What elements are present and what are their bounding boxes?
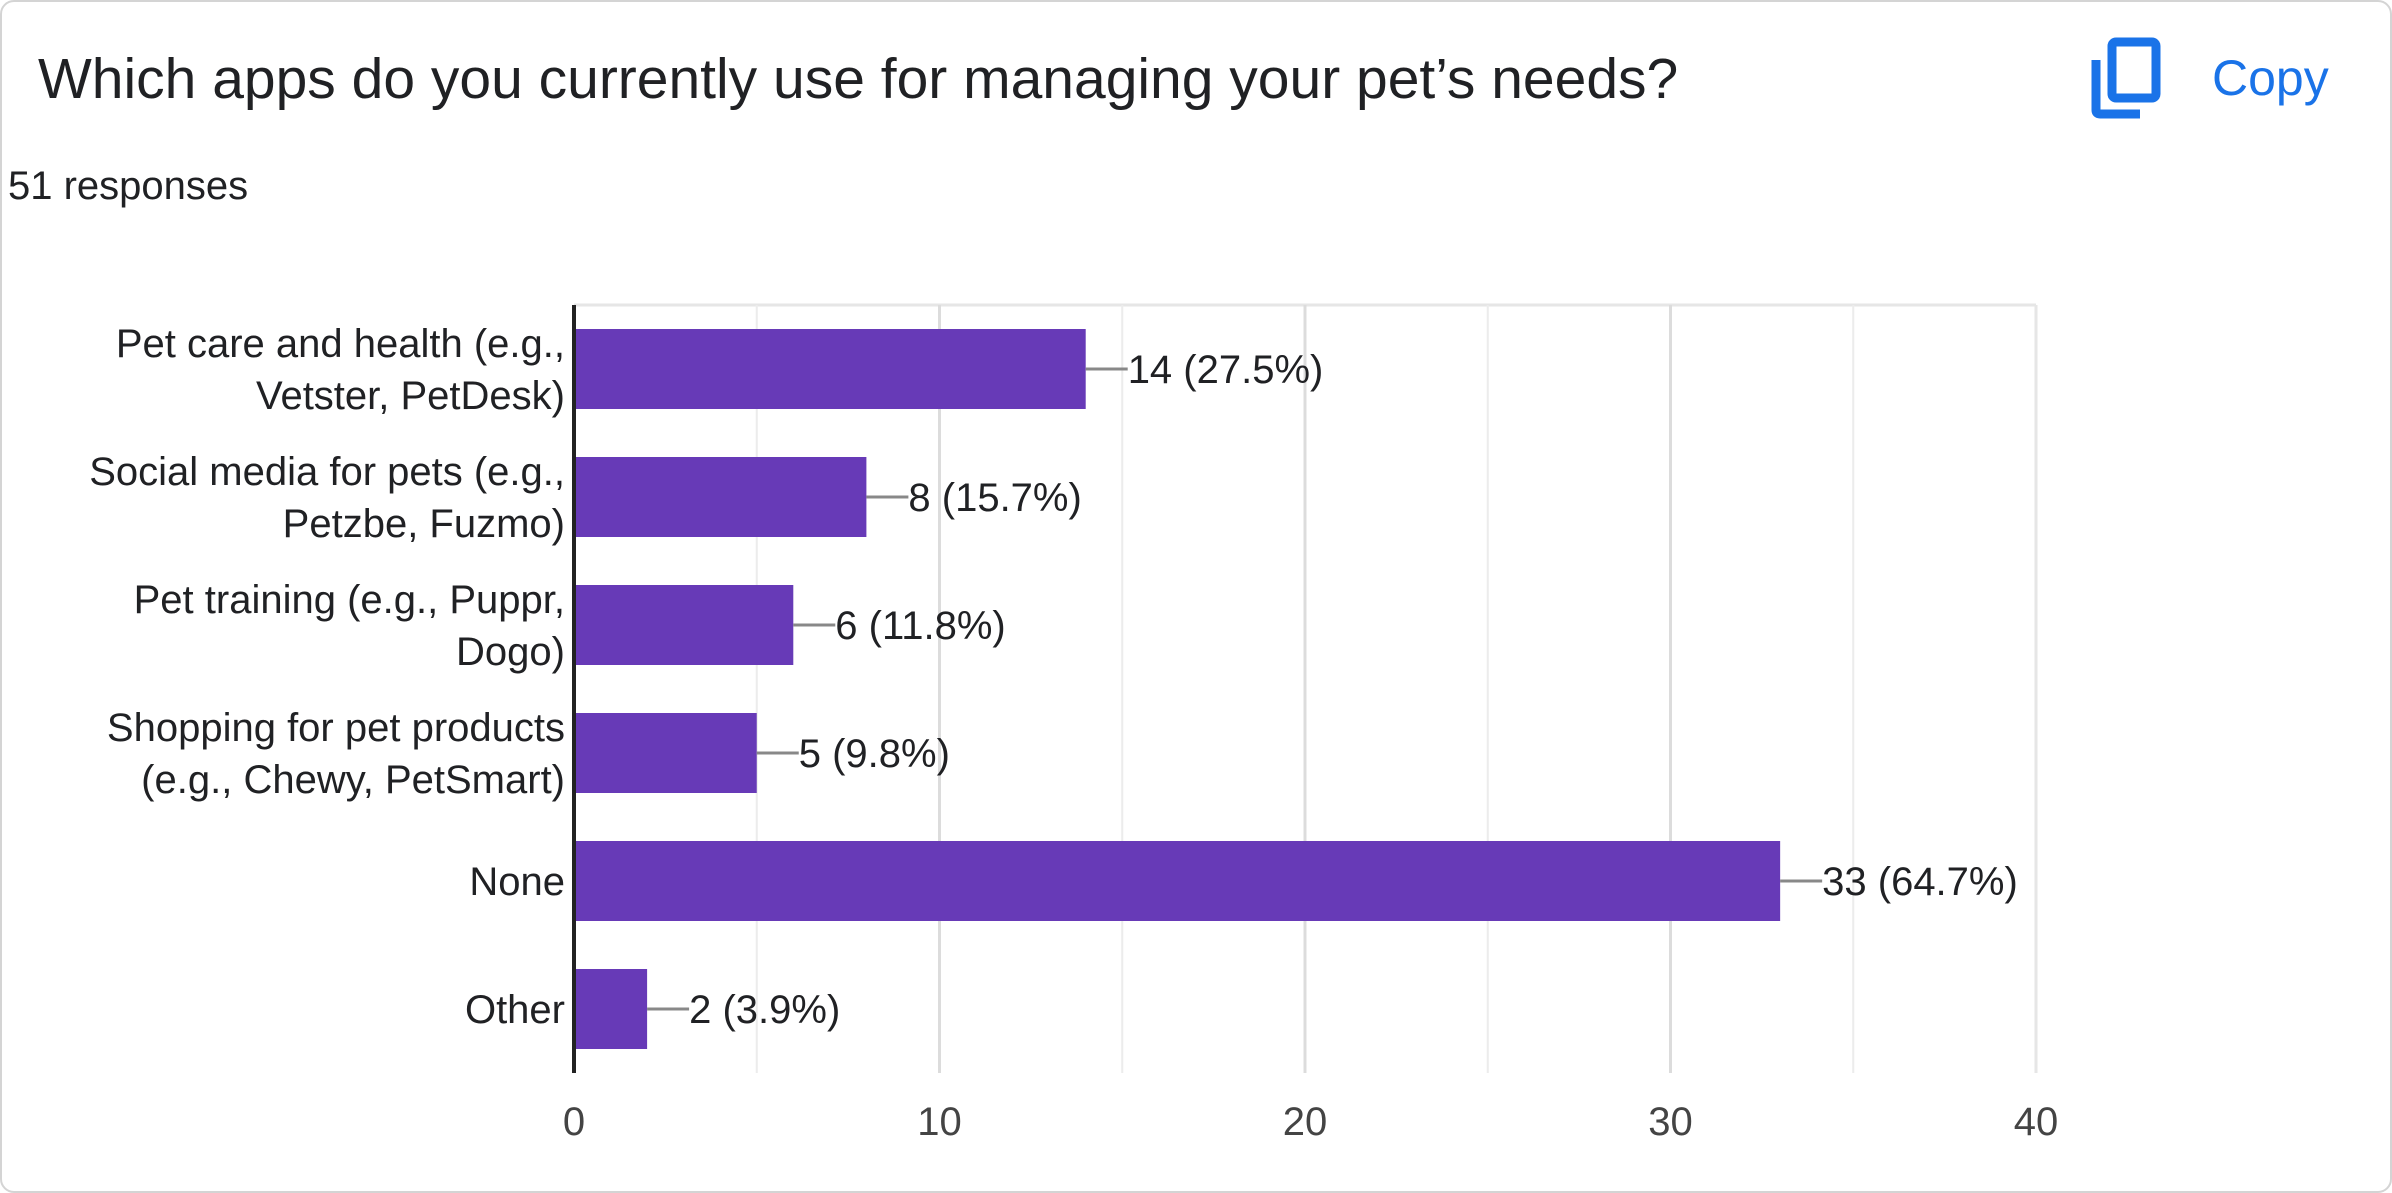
- category-label-line: Social media for pets (e.g.,: [89, 450, 565, 494]
- grid-lines: [574, 303, 2038, 1073]
- response-count: 51 responses: [8, 164, 249, 208]
- value-label: 6 (11.8%): [835, 604, 1005, 648]
- x-tick-label: 40: [2014, 1100, 2059, 1144]
- bar: [574, 329, 1086, 409]
- bar: [574, 585, 794, 665]
- category-label-line: None: [469, 860, 565, 904]
- category-label: Other: [465, 988, 565, 1032]
- category-label: Shopping for pet products (e.g., Chewy, P…: [107, 706, 565, 802]
- bar: [574, 969, 648, 1049]
- category-label: None: [469, 860, 565, 904]
- value-label: 33 (64.7%): [1822, 860, 2018, 904]
- bars: [572, 305, 1823, 1073]
- labels: 0 10 20 30 40 14 (27.5%) Pet care and health (…: [89, 322, 2058, 1144]
- bar: [574, 713, 757, 793]
- category-label-line: Pet care and health (e.g.,: [116, 322, 565, 366]
- question-title: Which apps do you currently use for mana…: [38, 47, 1679, 111]
- bar: [574, 841, 1781, 921]
- value-label: 2 (3.9%): [689, 988, 840, 1032]
- category-label-line: Vetster, PetDesk): [256, 374, 565, 418]
- copy-button[interactable]: Copy: [2090, 36, 2329, 120]
- x-tick-label: 10: [917, 1100, 962, 1144]
- category-label-line: (e.g., Chewy, PetSmart): [141, 758, 565, 802]
- category-label: Social media for pets (e.g., Petzbe, Fuzm…: [89, 450, 565, 546]
- value-label: 5 (9.8%): [799, 732, 950, 776]
- x-tick-label: 30: [1648, 1100, 1693, 1144]
- bar: [574, 457, 867, 537]
- x-tick-label: 20: [1283, 1100, 1328, 1144]
- value-label: 14 (27.5%): [1128, 348, 1324, 392]
- category-label: Pet training (e.g., Puppr, Dogo): [134, 578, 565, 674]
- category-label-line: Pet training (e.g., Puppr,: [134, 578, 565, 622]
- category-label: Pet care and health (e.g., Vetster, PetDe…: [116, 322, 565, 418]
- copy-icon: [2091, 37, 2161, 119]
- category-label-line: Dogo): [456, 630, 565, 674]
- x-tick-label: 0: [563, 1100, 585, 1144]
- category-label-line: Shopping for pet products: [107, 706, 565, 750]
- category-label-line: Other: [465, 988, 565, 1032]
- value-label: 8 (15.7%): [908, 476, 1081, 520]
- copy-label: Copy: [2212, 50, 2329, 106]
- category-label-line: Petzbe, Fuzmo): [283, 502, 565, 546]
